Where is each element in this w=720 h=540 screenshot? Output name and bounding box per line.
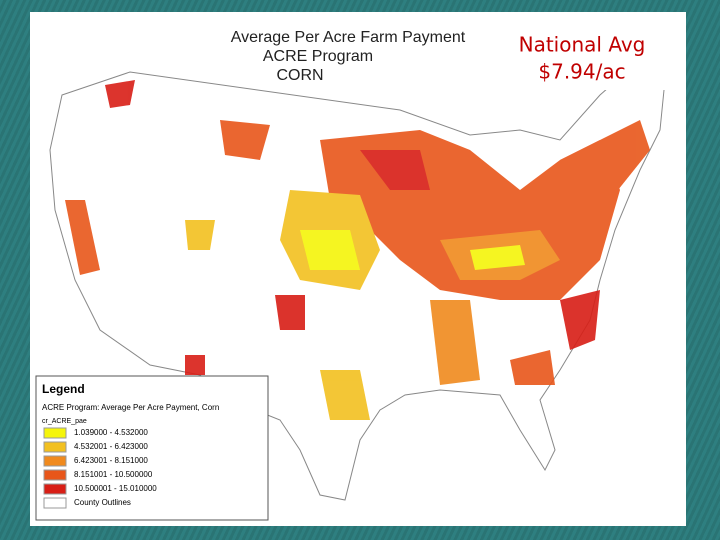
title: Average Per Acre Farm Payment ACRE Progr… <box>231 29 466 84</box>
legend-heading: Legend <box>42 382 85 396</box>
legend-label: 4.532001 - 6.423000 <box>74 442 148 451</box>
county-shading <box>65 80 650 420</box>
legend-swatch <box>43 497 67 509</box>
title-line: CORN <box>276 67 323 84</box>
annotation: $7.94/ac <box>538 60 625 84</box>
legend-swatch <box>43 427 67 439</box>
legend-subtitle: ACRE Program: Average Per Acre Payment, … <box>42 403 219 412</box>
legend: Legend ACRE Program: Average Per Acre Pa… <box>35 375 269 521</box>
legend-label: 10.500001 - 15.010000 <box>74 484 157 493</box>
legend-swatch <box>43 483 67 495</box>
legend-label: 6.423001 - 8.151000 <box>74 456 148 465</box>
legend-swatch <box>43 469 67 481</box>
legend-label: County Outlines <box>74 498 131 507</box>
legend-swatch <box>43 441 67 453</box>
legend-field: cr_ACRE_pae <box>42 418 87 425</box>
legend-swatch <box>43 455 67 467</box>
title-line: Average Per Acre Farm Payment <box>231 29 466 46</box>
title-line: ACRE Program <box>263 48 373 65</box>
annotation: National Avg <box>519 33 646 57</box>
annotation-box <box>500 28 668 90</box>
legend-label: 1.039000 - 4.532000 <box>74 428 148 437</box>
legend-label: 8.151001 - 10.500000 <box>74 470 153 479</box>
legend-box <box>35 375 269 521</box>
